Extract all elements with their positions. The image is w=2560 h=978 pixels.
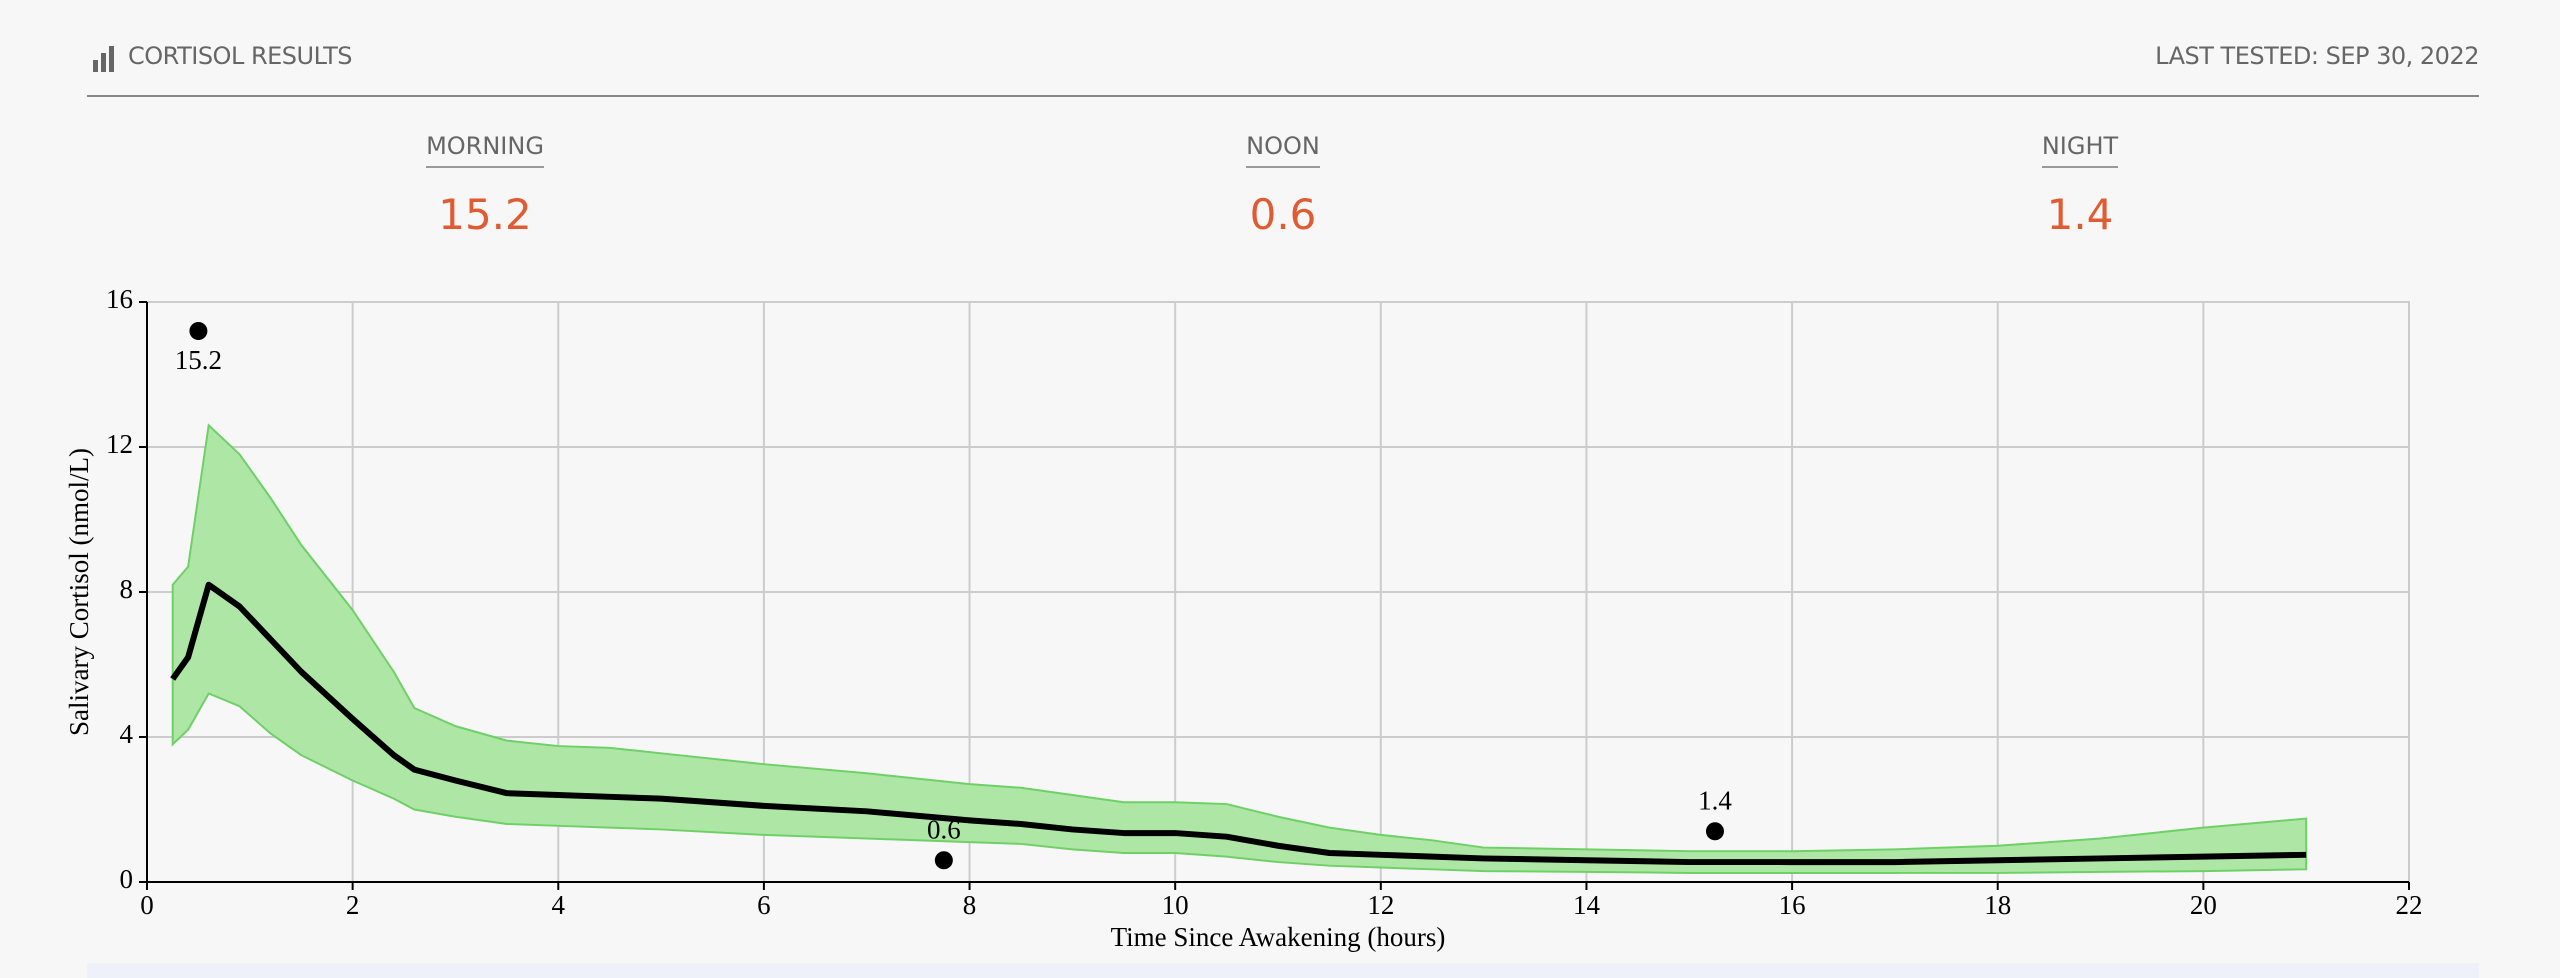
x-tick-label: 16 <box>1779 890 1806 920</box>
x-tick-label: 0 <box>140 890 154 920</box>
x-tick-label: 22 <box>2396 890 2423 920</box>
x-tick-label: 8 <box>963 890 977 920</box>
y-axis-label: Salivary Cortisol (nmol/L) <box>64 448 94 736</box>
y-tick-label: 0 <box>120 864 134 894</box>
x-tick-label: 14 <box>1573 890 1601 920</box>
x-tick-label: 6 <box>757 890 771 920</box>
summary-label: MORNING <box>426 132 544 168</box>
summary-value: 1.4 <box>2046 190 2114 239</box>
y-tick-label: 4 <box>120 719 134 749</box>
x-tick-label: 10 <box>1162 890 1189 920</box>
summary-item: NIGHT 1.4 <box>1930 0 2230 239</box>
summary-label: NIGHT <box>2041 132 2119 168</box>
summary-item: NOON 0.6 <box>1133 0 1433 239</box>
x-tick-label: 4 <box>552 890 566 920</box>
bar-icon <box>93 46 114 72</box>
result-point <box>189 322 208 340</box>
result-point <box>934 851 953 870</box>
point-label: 15.2 <box>175 345 222 375</box>
point-label: 0.6 <box>927 814 961 844</box>
y-tick-label: 8 <box>120 574 134 604</box>
summary-value: 0.6 <box>1249 190 1317 239</box>
y-tick-label: 16 <box>106 284 133 314</box>
summary-label: NOON <box>1246 132 1320 168</box>
x-tick-label: 12 <box>1367 890 1394 920</box>
x-tick-label: 18 <box>1984 890 2011 920</box>
header-rule <box>87 95 2479 97</box>
last-tested: LAST TESTED: SEP 30, 2022 <box>2155 42 2479 70</box>
mean-line <box>170 581 2307 866</box>
header-title: CORTISOL RESULTS <box>128 42 353 70</box>
y-tick-label: 12 <box>106 429 133 459</box>
summary-item: MORNING 15.2 <box>335 0 635 239</box>
summary-value: 15.2 <box>438 190 532 239</box>
range-band <box>171 423 2308 874</box>
point-label: 1.4 <box>1698 785 1732 815</box>
x-tick-label: 2 <box>346 890 360 920</box>
bottom-strip <box>87 963 2479 978</box>
x-tick-label: 20 <box>2190 890 2217 920</box>
x-axis-label: Time Since Awakening (hours) <box>1111 922 1446 952</box>
result-point <box>1705 822 1724 841</box>
